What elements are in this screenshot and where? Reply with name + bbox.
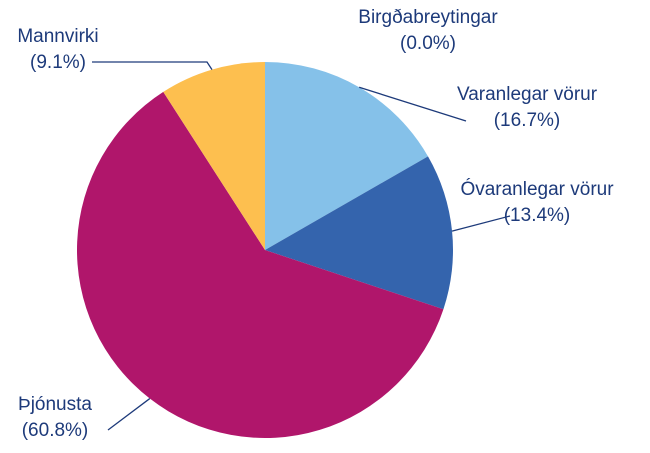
slice-label: Þjónusta (18, 394, 92, 415)
slice-label: Varanlegar vörur (457, 84, 598, 105)
pie-slice (265, 62, 429, 250)
pie-slice (163, 62, 265, 250)
pie-slice (265, 156, 453, 310)
leader-line (107, 398, 151, 431)
slice-value-label: (0.0%) (400, 33, 456, 54)
slice-label: Óvaranlegar vörur (460, 178, 614, 200)
slice-value-label: (13.4%) (504, 205, 571, 226)
leader-line (358, 86, 467, 122)
leader-line (92, 61, 213, 70)
pie-slice (76, 91, 444, 439)
slice-value-label: (9.1%) (30, 52, 86, 73)
slice-value-label: (60.8%) (22, 420, 89, 441)
leader-line (451, 215, 511, 232)
slice-label: Birgðabreytingar (358, 7, 498, 28)
slice-label: Mannvirki (17, 26, 98, 47)
slice-value-label: (16.7%) (494, 110, 561, 131)
